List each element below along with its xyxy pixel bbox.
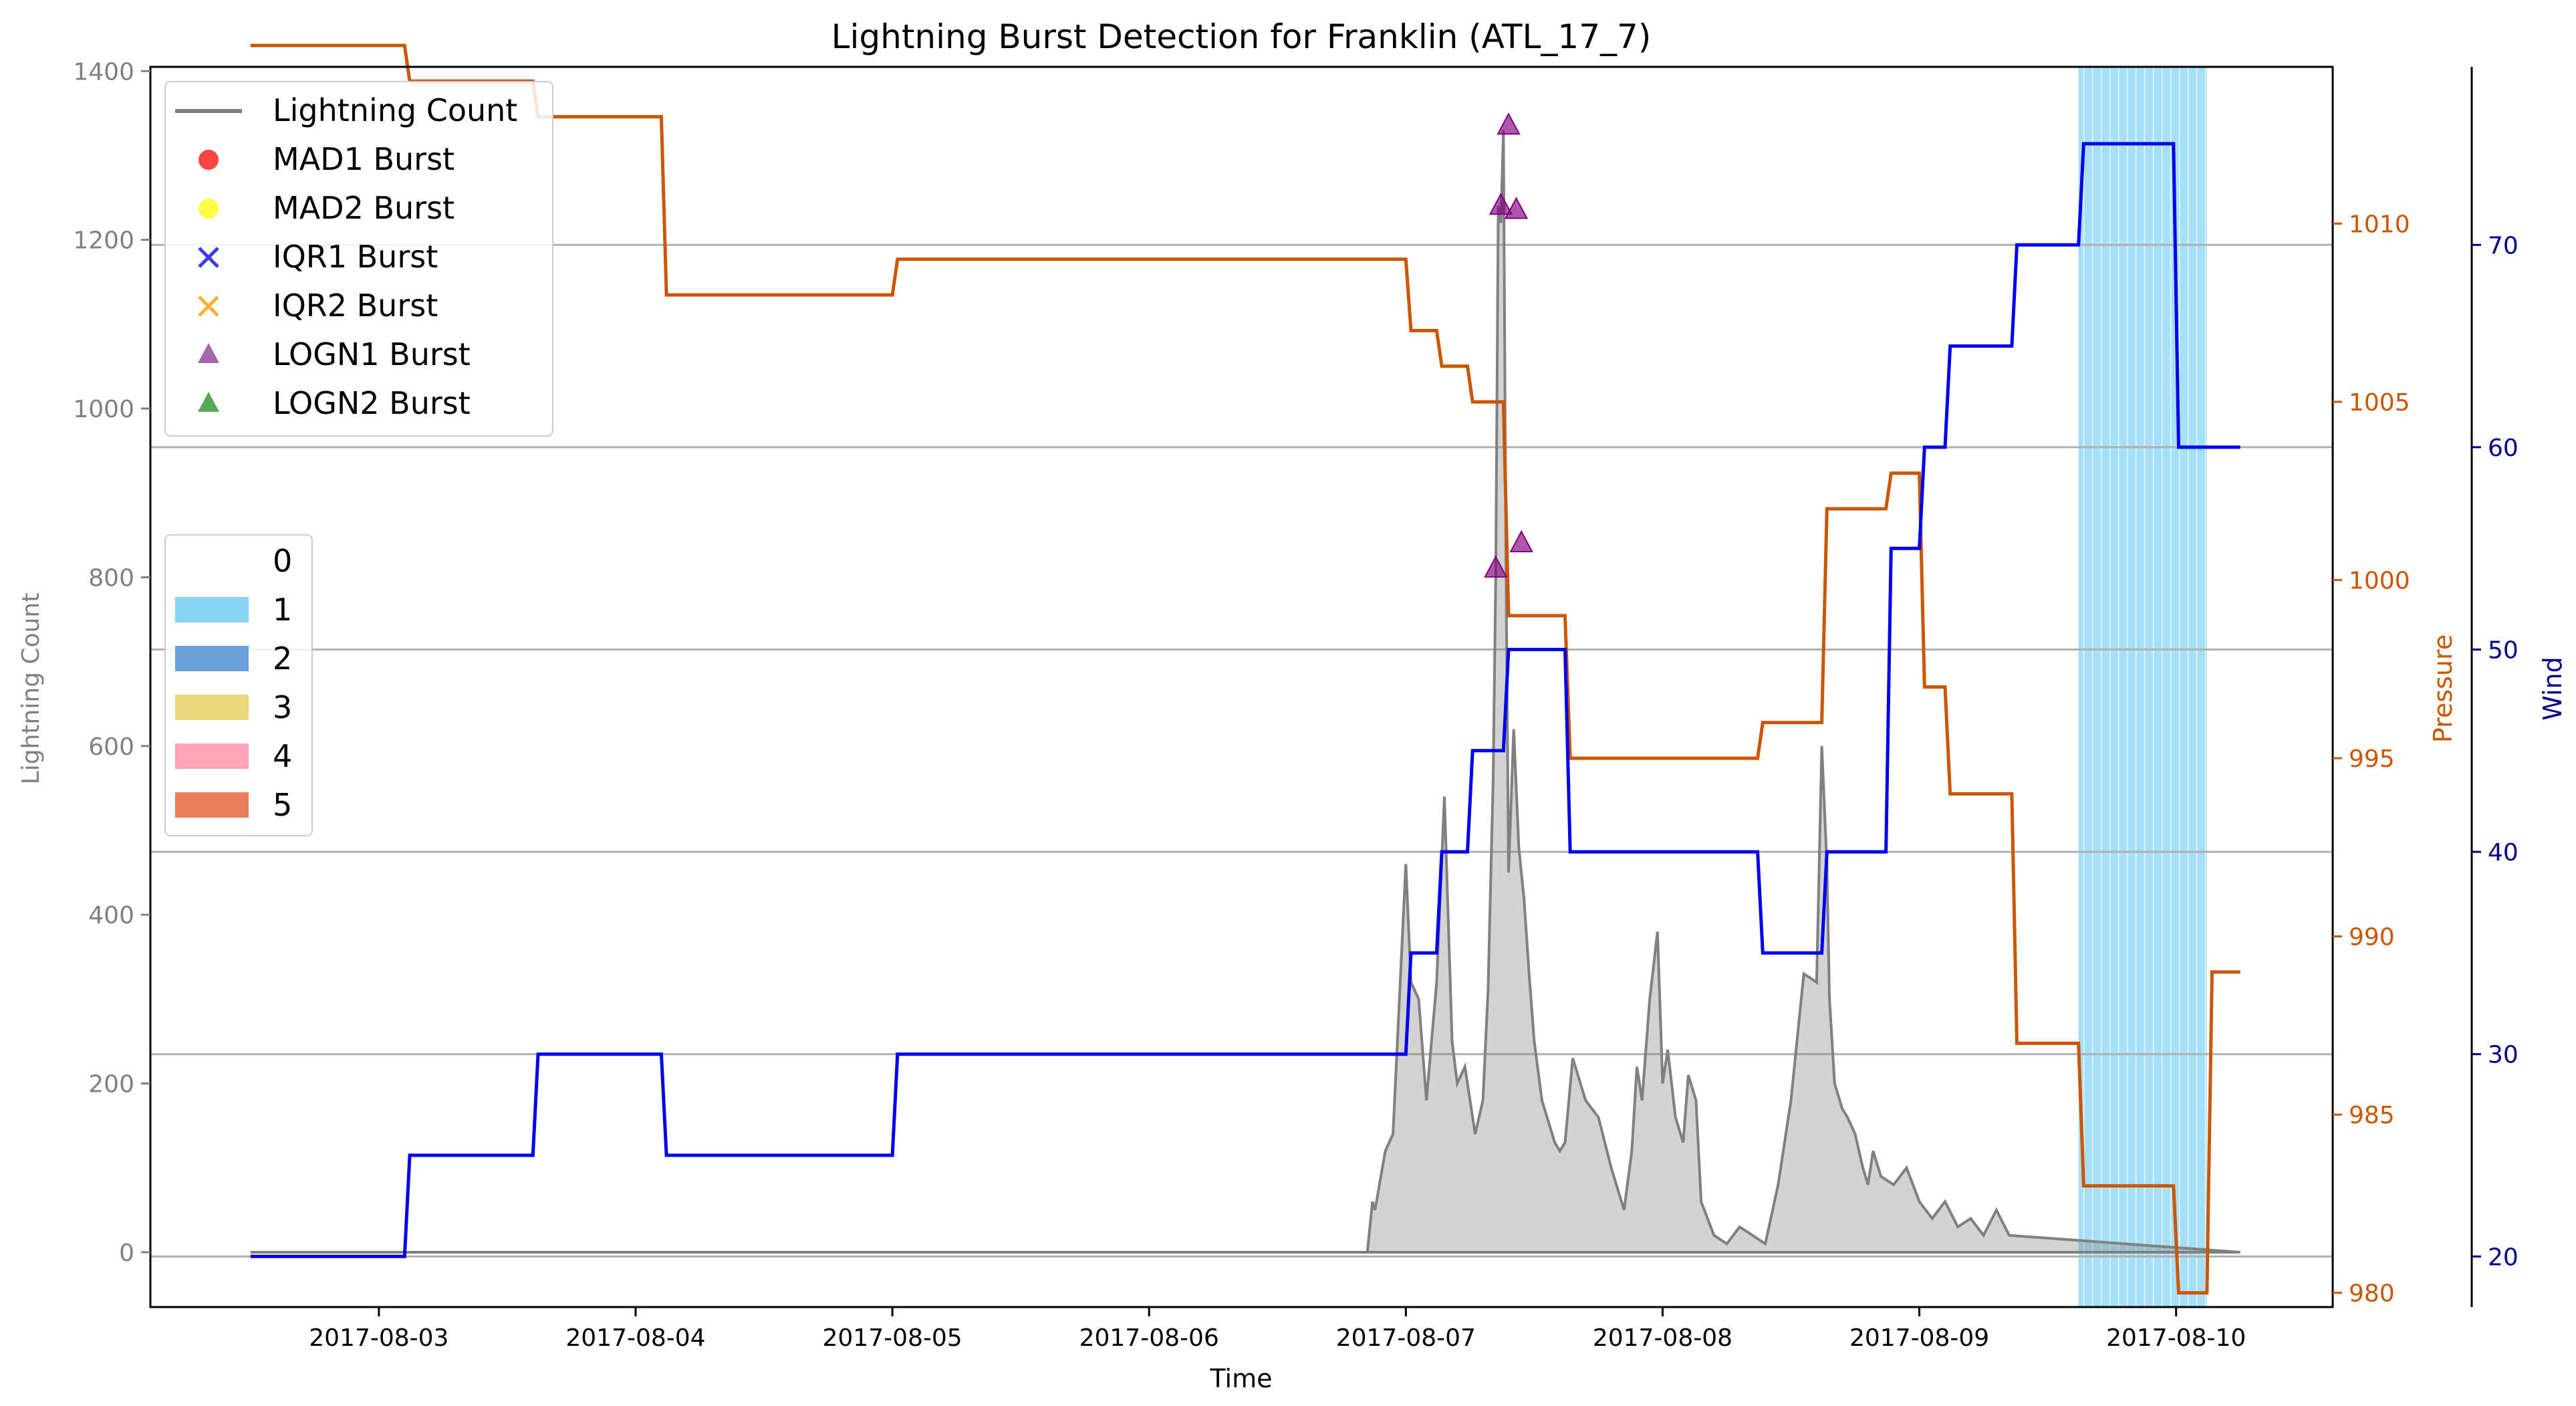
category-band-1	[2078, 67, 2207, 1307]
legend-triangle-swatch	[198, 343, 219, 363]
y-left-tick-label: 400	[88, 902, 134, 929]
y-axis-label-pressure: Pressure	[2428, 634, 2458, 743]
y-pressure-tick-label: 1005	[2349, 389, 2410, 417]
y-left-tick-label: 1000	[73, 396, 134, 423]
legend-series-label: IQR1 Burst	[273, 239, 438, 275]
legend-category-swatch	[175, 792, 249, 818]
legend-category-swatch	[175, 743, 249, 769]
x-tick-label: 2017-08-08	[1593, 1324, 1732, 1352]
x-tick-label: 2017-08-09	[1849, 1324, 1989, 1352]
y-left-tick-label: 1400	[73, 58, 134, 86]
logn1-burst-marker	[1489, 193, 1513, 215]
y-left-tick-label: 800	[88, 564, 134, 592]
y-pressure-tick-label: 1000	[2349, 568, 2410, 595]
x-tick-label: 2017-08-10	[2106, 1324, 2246, 1352]
legend-series-label: Lightning Count	[273, 92, 517, 128]
pressure-line	[250, 43, 2240, 1295]
legend-category-label: 0	[273, 543, 292, 579]
x-tick-label: 2017-08-07	[1336, 1324, 1476, 1352]
legend-category-swatch	[175, 646, 249, 671]
legend-category-label: 1	[273, 592, 292, 628]
series-legend: Lightning Count MAD1 Burst MAD2 Burst IQR1 …	[164, 81, 553, 437]
legend-triangle-swatch	[198, 392, 219, 412]
legend-series-label: IQR2 Burst	[273, 287, 438, 324]
legend-category-swatch	[175, 548, 249, 574]
y-left-tick-label: 0	[119, 1240, 134, 1267]
legend-category-swatch	[175, 695, 249, 720]
chart-title: Lightning Burst Detection for Franklin (…	[831, 17, 1652, 56]
legend-series-label: LOGN2 Burst	[273, 385, 471, 421]
y-wind-tick-label: 70	[2488, 232, 2519, 259]
y-left-tick-label: 1200	[73, 227, 134, 255]
y-left-tick-label: 600	[88, 733, 134, 761]
x-tick-label: 2017-08-06	[1079, 1324, 1219, 1352]
legend-series-label: MAD2 Burst	[273, 190, 455, 226]
legend-circle-swatch	[199, 150, 219, 170]
plot-frame	[149, 66, 2334, 1308]
y-wind-tick-label: 20	[2488, 1244, 2519, 1271]
y-pressure-tick-label: 985	[2349, 1102, 2395, 1129]
series-legend-box	[164, 81, 553, 437]
y-wind-tick-label: 30	[2488, 1042, 2519, 1069]
logn1-burst-marker	[1504, 197, 1529, 219]
y-pressure-tick-label: 980	[2349, 1280, 2395, 1308]
x-tick-label: 2017-08-05	[822, 1324, 962, 1352]
y-axis-label-wind: Wind	[2538, 657, 2567, 721]
logn1-burst-marker	[1484, 555, 1508, 578]
y-pressure-tick-label: 995	[2349, 745, 2395, 773]
logn1-burst-marker	[1497, 112, 1521, 135]
logn1-burst-markers	[1484, 112, 1533, 578]
y-pressure-tick-label: 990	[2349, 924, 2395, 951]
legend-category-label: 2	[273, 640, 292, 677]
legend-circle-swatch	[199, 199, 219, 219]
x-tick-label: 2017-08-03	[309, 1324, 448, 1352]
x-tick-label: 2017-08-04	[565, 1324, 705, 1352]
legend-category-label: 4	[273, 738, 292, 774]
category-legend: 0 1 2 3 4 5	[164, 534, 313, 836]
legend-category-label: 5	[273, 787, 292, 823]
y-wind-tick-label: 40	[2488, 839, 2519, 866]
y-wind-tick-label: 50	[2488, 637, 2519, 665]
logn1-burst-marker	[1509, 530, 1533, 552]
ticks-layer: 2017-08-03 2017-08-04 2017-08-05 2017-08-06…	[73, 58, 2518, 1352]
legend-x-swatch	[198, 247, 219, 268]
lightning-count-line	[250, 130, 2240, 1254]
legend-category-label: 3	[273, 689, 292, 725]
category-shading-layer	[2078, 67, 2207, 1307]
y-left-tick-label: 200	[88, 1071, 134, 1098]
x-axis-label: Time	[1210, 1364, 1273, 1393]
y-pressure-tick-label: 1010	[2349, 211, 2410, 239]
legend-x-swatch	[198, 296, 219, 317]
legend-series-label: LOGN1 Burst	[273, 336, 471, 372]
y-axis-label-lightning: Lightning Count	[17, 593, 45, 785]
legend-series-label: MAD1 Burst	[273, 141, 455, 177]
legend-category-swatch	[175, 597, 249, 622]
y-wind-tick-label: 60	[2488, 435, 2519, 462]
wind-line	[250, 142, 2240, 1258]
